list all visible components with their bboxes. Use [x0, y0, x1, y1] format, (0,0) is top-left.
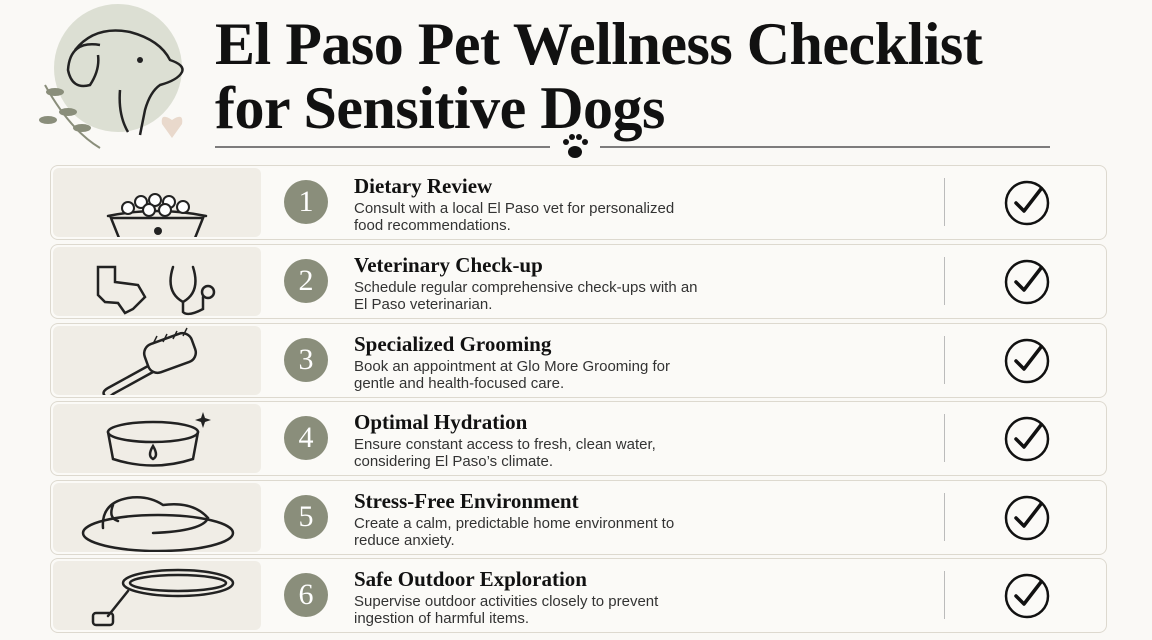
checkmark: [1003, 572, 1051, 625]
checkmark: [1003, 179, 1051, 232]
item-description: Create a calm, predictable home environm…: [354, 515, 675, 549]
item-heading: Stress-Free Environment: [354, 489, 579, 513]
checkmark: [1003, 258, 1051, 311]
check-icon: [1004, 180, 1050, 226]
check-icon: [1004, 416, 1050, 462]
icon-art: [102, 327, 198, 398]
title: El Paso Pet Wellness Checklist for Sensit…: [215, 11, 983, 141]
checklist-row: 6 Safe Outdoor Exploration Supervise outdo…: [50, 558, 1107, 633]
header-circle: [54, 4, 182, 132]
check-icon: [1004, 495, 1050, 541]
heart: [161, 116, 183, 138]
checkmark: [1003, 494, 1051, 547]
paw: [563, 134, 588, 158]
item-description: Consult with a local El Paso vet for per…: [354, 200, 675, 234]
item-number: 5: [284, 495, 328, 539]
item-icon: [53, 561, 261, 630]
check-icon: [1004, 338, 1050, 384]
item-description: Supervise outdoor activities closely to …: [354, 593, 659, 627]
item-number: 2: [284, 259, 328, 303]
item-description: Book an appointment at Glo More Grooming…: [354, 358, 670, 392]
checklist-row: 1 Dietary Review Consult with a local El P…: [50, 165, 1107, 244]
separator: [944, 178, 945, 226]
item-number: 1: [284, 180, 328, 224]
checkmark: [1003, 337, 1051, 390]
item-icon: [53, 404, 261, 473]
icon-art: [106, 412, 211, 467]
separator: [944, 414, 945, 462]
separator: [944, 257, 945, 305]
icon-art: [106, 193, 208, 244]
dog-outline: [66, 29, 184, 136]
title-line: El Paso Pet Wellness Checklist: [215, 11, 983, 77]
separator: [944, 336, 945, 384]
item-heading: Safe Outdoor Exploration: [354, 567, 587, 591]
checklist-row: 5 Stress-Free Environment Create a calm, p…: [50, 480, 1107, 555]
separator: [944, 493, 945, 541]
item-heading: Specialized Grooming: [354, 332, 552, 356]
icon-art: [81, 496, 235, 553]
checkmark: [1003, 415, 1051, 468]
item-icon: [53, 247, 261, 316]
item-description: Schedule regular comprehensive check-ups…: [354, 279, 698, 313]
dog-eye: [137, 57, 143, 63]
item-heading: Veterinary Check-up: [354, 253, 543, 277]
icon-art: [96, 265, 216, 316]
item-icon: [53, 326, 261, 398]
check-icon: [1004, 573, 1050, 619]
check-icon: [1004, 259, 1050, 305]
item-icon: [53, 168, 261, 244]
item-number: 6: [284, 573, 328, 617]
title-line: for Sensitive Dogs: [215, 75, 665, 141]
item-heading: Dietary Review: [354, 174, 493, 198]
checklist-row: 3 Specialized Grooming Book an appointment…: [50, 323, 1107, 398]
item-icon: [53, 483, 261, 553]
icon-art: [91, 568, 235, 627]
item-number: 3: [284, 338, 328, 382]
checklist-row: 2 Veterinary Check-up Schedule regular com…: [50, 244, 1107, 319]
separator: [944, 571, 945, 619]
header-art: [39, 4, 1050, 158]
item-heading: Optimal Hydration: [354, 410, 528, 434]
checklist-row: 4 Optimal Hydration Ensure constant access…: [50, 401, 1107, 476]
item-description: Ensure constant access to fresh, clean w…: [354, 436, 656, 470]
item-number: 4: [284, 416, 328, 460]
leaves: [39, 88, 91, 132]
